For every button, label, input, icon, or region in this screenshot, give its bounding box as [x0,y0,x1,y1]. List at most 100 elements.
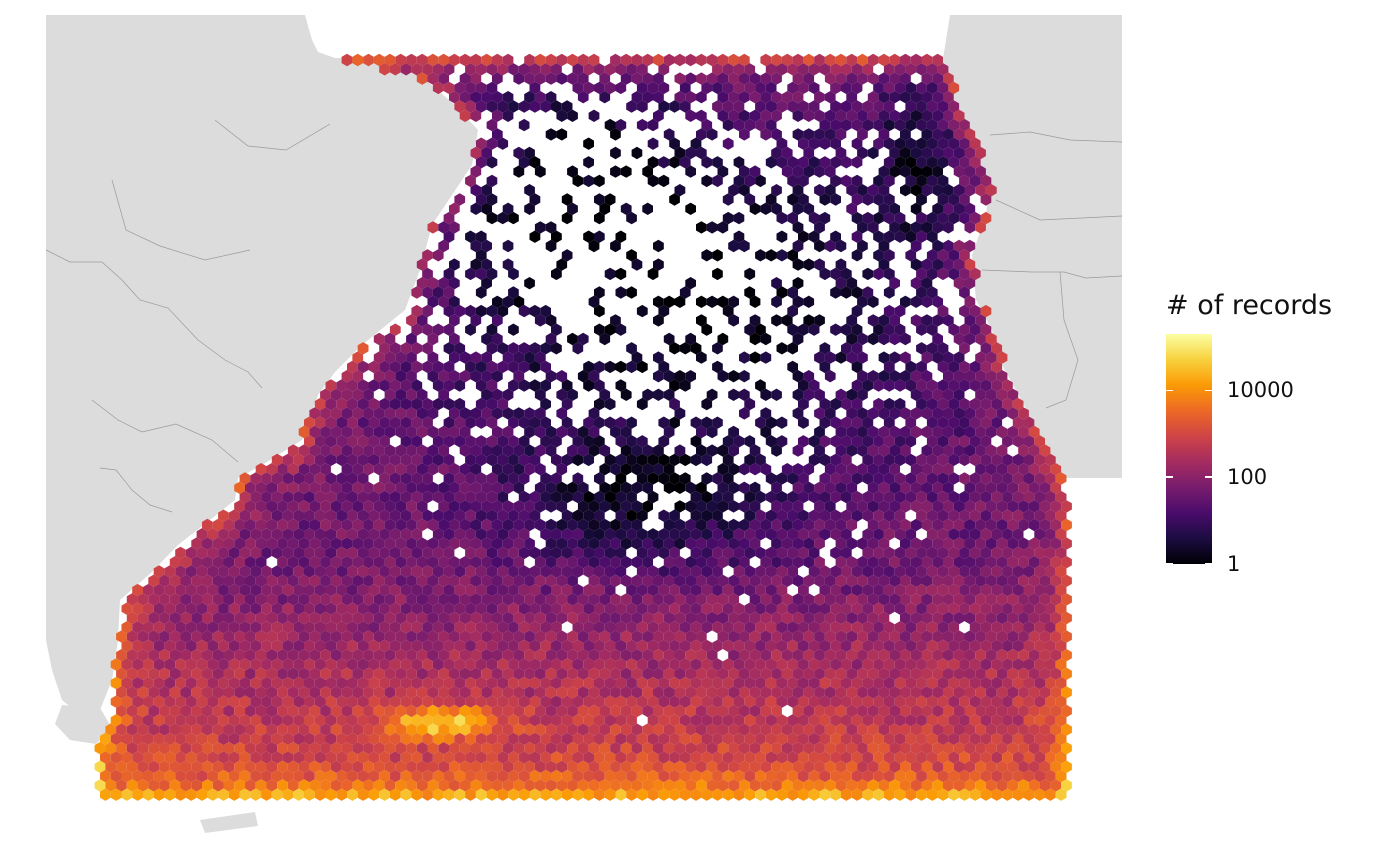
hex-cell [449,723,460,736]
hex-cell [1002,453,1013,467]
hex-cell [900,425,911,439]
hex-cell [261,769,272,783]
hex-cell [900,593,911,606]
hex-cell [867,314,879,327]
hex-cell [551,453,562,467]
hex-cell [706,537,718,550]
hex-cell [492,128,503,141]
hex-cell [470,742,482,755]
hex-cell [926,137,938,150]
hex-cell [658,174,670,188]
hex-cell [556,537,568,550]
hex-cell [722,732,734,746]
hex-cell [551,769,562,783]
hex-cell [347,416,358,429]
hex-cell [454,435,466,448]
hex-cell [685,481,696,494]
hex-cell [1050,686,1062,699]
hex-cell [921,649,933,662]
hex-cell [733,81,745,95]
hex-cell [599,537,611,550]
hex-cell [309,481,321,494]
hex-cell [943,407,954,420]
hex-cell [776,695,788,708]
hex-cell [883,193,895,206]
hex-cell [975,611,986,625]
hex-cell [384,611,396,625]
hex-cell [475,304,487,318]
hex-cell [900,704,911,718]
hex-cell [975,649,986,662]
hex-cell [916,509,927,522]
hex-cell [857,425,868,439]
hex-cell [615,472,627,485]
hex-cell [567,165,578,178]
hex-cell [465,769,476,783]
hex-cell [449,277,460,290]
hex-cell [524,500,535,513]
hex-cell [518,714,530,727]
hex-cell [508,602,519,615]
hex-cell [975,704,986,718]
hex-cell [1012,509,1024,522]
hex-cell [1007,500,1019,513]
hex-cell [320,444,331,457]
hex-cell [824,630,836,643]
hex-cell [411,583,423,597]
hex-cell [207,528,219,541]
hex-cell [733,230,745,243]
hex-cell [529,751,541,764]
hex-cell [250,769,262,783]
hex-cell [309,574,321,587]
hex-cell [508,769,519,783]
hex-cell [824,184,836,197]
hex-cell [443,379,455,392]
hex-cell [169,630,181,643]
hex-cell [926,602,938,615]
hex-cell [234,779,245,792]
hex-cell [867,146,879,160]
hex-cell [669,695,680,708]
hex-cell [352,53,364,67]
hex-cell [100,732,111,746]
hex-cell [529,342,541,355]
hex-cell [679,602,691,615]
hex-cell [1023,435,1035,448]
hex-cell [894,621,906,634]
hex-cell [153,565,165,578]
hex-cell [465,751,476,764]
hex-cell [653,723,664,736]
hex-cell [529,658,541,671]
hex-cell [953,704,965,718]
hex-cell [255,574,267,587]
hex-cell [841,639,852,653]
hex-cell [760,388,772,401]
hex-cell [733,156,745,169]
hex-cell [282,751,294,764]
hex-cell [459,742,471,755]
hex-cell [1018,611,1029,625]
hex-cell [647,118,659,132]
hex-cell [508,267,519,281]
hex-cell [910,277,922,290]
hex-cell [921,444,933,457]
hex-cell [631,500,643,513]
hex-cell [1018,518,1029,532]
hex-cell [696,53,707,67]
hex-cell [792,686,804,699]
hex-cell [389,397,401,411]
hex-cell [755,118,766,132]
hex-cell [610,630,621,643]
hex-cell [432,621,444,634]
hex-cell [835,611,847,625]
hex-cell [1012,435,1024,448]
hex-cell [1007,574,1019,587]
hex-cell [363,611,374,625]
hex-cell [373,723,385,736]
hex-cell [744,286,756,299]
hex-cell [266,518,278,532]
hex-cell [932,184,943,197]
hex-cell [781,556,793,569]
hex-cell [878,407,890,420]
hex-cell [325,602,337,615]
